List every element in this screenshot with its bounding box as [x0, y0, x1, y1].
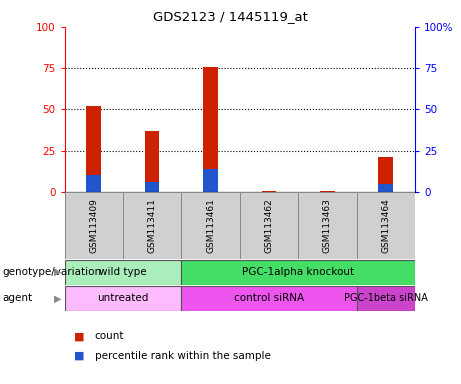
Text: GSM113463: GSM113463 [323, 198, 332, 253]
Text: PGC-1beta siRNA: PGC-1beta siRNA [344, 293, 428, 303]
Bar [145, 182, 160, 192]
Text: ▶: ▶ [54, 267, 61, 277]
Bar [261, 191, 276, 192]
Text: GSM113461: GSM113461 [206, 198, 215, 253]
FancyBboxPatch shape [181, 286, 356, 311]
Bar [203, 169, 218, 192]
FancyBboxPatch shape [356, 286, 415, 311]
Bar [87, 106, 101, 192]
Text: genotype/variation: genotype/variation [2, 267, 101, 277]
FancyBboxPatch shape [240, 192, 298, 259]
Text: GSM113462: GSM113462 [265, 198, 273, 253]
Text: agent: agent [2, 293, 32, 303]
Text: GSM113409: GSM113409 [89, 198, 98, 253]
Text: ▶: ▶ [54, 293, 61, 303]
Bar [378, 184, 393, 192]
Text: count: count [95, 331, 124, 341]
FancyBboxPatch shape [65, 286, 181, 311]
Text: untreated: untreated [97, 293, 148, 303]
Text: GDS2123 / 1445119_at: GDS2123 / 1445119_at [153, 10, 308, 23]
Bar [378, 157, 393, 192]
Text: PGC-1alpha knockout: PGC-1alpha knockout [242, 267, 354, 277]
FancyBboxPatch shape [356, 192, 415, 259]
Text: percentile rank within the sample: percentile rank within the sample [95, 351, 271, 361]
FancyBboxPatch shape [123, 192, 181, 259]
FancyBboxPatch shape [181, 260, 415, 285]
Bar [203, 66, 218, 192]
FancyBboxPatch shape [65, 260, 181, 285]
Bar [320, 191, 335, 192]
Text: ■: ■ [74, 331, 84, 341]
Text: wild type: wild type [99, 267, 147, 277]
FancyBboxPatch shape [65, 192, 123, 259]
Text: control siRNA: control siRNA [234, 293, 304, 303]
Text: GSM113464: GSM113464 [381, 198, 390, 253]
Bar [145, 131, 160, 192]
Text: ■: ■ [74, 351, 84, 361]
FancyBboxPatch shape [298, 192, 356, 259]
Bar [87, 175, 101, 192]
Text: GSM113411: GSM113411 [148, 198, 157, 253]
FancyBboxPatch shape [181, 192, 240, 259]
